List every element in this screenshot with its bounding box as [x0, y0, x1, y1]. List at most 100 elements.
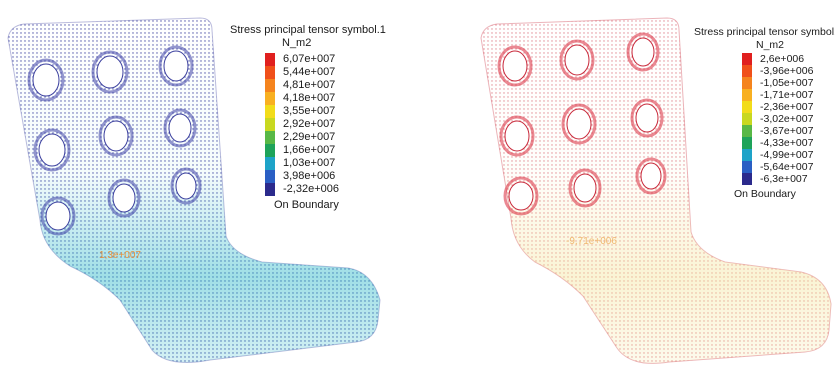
right-legend-entry: 2,6e+006	[742, 53, 835, 65]
left-legend-entry: 6,07e+007	[265, 53, 386, 66]
right-legend-label: -3,96e+006	[760, 64, 814, 77]
right-hole-stress-ring	[497, 45, 533, 87]
right-legend-label: -6,3e+007	[760, 172, 808, 185]
left-legend-swatch	[265, 53, 275, 66]
left-legend-label: -2,32e+006	[283, 183, 339, 196]
left-legend-label: 3,55e+007	[283, 105, 336, 118]
right-hole-stress-ring	[499, 115, 535, 157]
right-legend: Stress principal tensor symbol.1 N_m2 2,…	[694, 26, 835, 201]
left-legend-label: 5,44e+007	[283, 66, 336, 79]
right-legend-label: -1,71e+007	[760, 88, 814, 101]
left-hole-stress-ring	[163, 108, 197, 148]
left-mounting-hole	[103, 120, 129, 152]
left-mounting-hole	[38, 133, 66, 167]
left-hole-stress-ring	[27, 58, 65, 102]
left-legend-swatch	[265, 157, 275, 170]
left-legend-swatch	[265, 118, 275, 131]
right-legend-entry: -5,64e+007	[742, 161, 835, 173]
right-legend-swatch	[742, 125, 752, 137]
left-hole-stress-ring	[107, 178, 141, 218]
right-probe-label: -9,71e+006	[566, 236, 617, 247]
right-seat-mesh-render	[480, 17, 832, 364]
left-mounting-hole	[96, 55, 124, 89]
left-legend-label: 2,29e+007	[283, 131, 336, 144]
left-legend-label: 6,07e+007	[283, 53, 336, 66]
left-legend-label: 1,03e+007	[283, 157, 336, 170]
left-legend-label: 2,92e+007	[283, 118, 336, 131]
left-legend-entry: 1,66e+007	[265, 144, 386, 157]
right-legend-entry: -1,05e+007	[742, 77, 835, 89]
left-legend-entry: 4,18e+007	[265, 92, 386, 105]
left-mounting-hole	[168, 113, 192, 143]
right-mounting-hole	[502, 50, 528, 82]
left-legend-footer: On Boundary	[274, 199, 339, 211]
left-legend-entry: 5,44e+007	[265, 66, 386, 79]
right-legend-entry: -2,36e+007	[742, 101, 835, 113]
right-legend-swatch	[742, 65, 752, 77]
right-hole-stress-ring	[559, 39, 595, 81]
right-hole-stress-ring	[568, 168, 602, 208]
left-hole-stress-ring	[40, 196, 76, 236]
left-legend-swatch	[265, 131, 275, 144]
left-legend-scale: 6,07e+007 5,44e+007 4,81e+007 4,18e+007 3,55…	[230, 53, 386, 196]
left-hole-stress-ring	[33, 128, 71, 172]
left-mounting-hole	[175, 172, 197, 200]
left-seat-mesh-render	[7, 17, 381, 363]
right-legend-label: -3,67e+007	[760, 124, 814, 137]
right-legend-label: -1,05e+007	[760, 76, 814, 89]
left-hole-stress-ring	[158, 45, 194, 87]
right-legend-label: -3,02e+007	[760, 112, 814, 125]
right-legend-label: 2,6e+006	[760, 52, 805, 65]
right-legend-label: -4,33e+007	[760, 136, 814, 149]
left-legend-entry: 3,55e+007	[265, 105, 386, 118]
right-legend-swatch	[742, 161, 752, 173]
right-mounting-hole	[564, 44, 590, 76]
left-legend-label: 4,18e+007	[283, 92, 336, 105]
left-legend-entry: 4,81e+007	[265, 79, 386, 92]
left-legend-entry: 1,03e+007	[265, 157, 386, 170]
left-mounting-hole	[112, 183, 136, 213]
right-legend-swatch	[742, 53, 752, 65]
left-legend-swatch	[265, 92, 275, 105]
left-legend-swatch	[265, 170, 275, 183]
left-legend-swatch	[265, 66, 275, 79]
right-mounting-hole	[640, 162, 662, 190]
right-legend-entry: -3,96e+006	[742, 65, 835, 77]
left-probe-label: 1,3e+007	[99, 250, 141, 261]
right-legend-label: -4,99e+007	[760, 148, 814, 161]
left-legend-swatch	[265, 144, 275, 157]
left-hole-stress-ring	[91, 50, 129, 94]
right-hole-stress-ring	[561, 103, 597, 145]
left-legend-swatch	[265, 105, 275, 118]
right-legend-swatch	[742, 113, 752, 125]
left-legend: Stress principal tensor symbol.1 N_m2 6,…	[230, 24, 386, 212]
left-mounting-hole	[163, 50, 189, 82]
right-mounting-hole	[566, 108, 592, 140]
left-mounting-hole	[32, 63, 60, 97]
left-legend-swatch	[265, 79, 275, 92]
right-legend-swatch	[742, 77, 752, 89]
right-legend-scale: 2,6e+006 -3,96e+006 -1,05e+007 -1,71e+007 -2…	[694, 53, 835, 185]
right-legend-entry: -3,67e+007	[742, 125, 835, 137]
left-legend-unit: N_m2	[282, 36, 312, 49]
right-legend-entry: -1,71e+007	[742, 89, 835, 101]
right-legend-unit: N_m2	[756, 38, 785, 51]
right-legend-label: -2,36e+007	[760, 100, 814, 113]
right-legend-swatch	[742, 173, 752, 185]
right-legend-entry: -3,02e+007	[742, 113, 835, 125]
right-hole-stress-ring	[503, 176, 539, 216]
right-hole-stress-ring	[626, 32, 660, 72]
left-legend-entry: -2,32e+006	[265, 183, 386, 196]
right-legend-footer: On Boundary	[734, 188, 796, 200]
right-mounting-hole	[635, 103, 659, 133]
left-mounting-hole	[45, 201, 71, 231]
left-legend-label: 4,81e+007	[283, 79, 336, 92]
left-stress-plot: Stress principal tensor symbol.1 N_m2 6,…	[0, 0, 410, 373]
right-legend-entry: -4,33e+007	[742, 137, 835, 149]
right-hole-stress-ring	[630, 98, 664, 138]
right-hole-stress-ring	[635, 157, 667, 195]
right-legend-swatch	[742, 101, 752, 113]
right-legend-swatch	[742, 149, 752, 161]
right-legend-entry: -6,3e+007	[742, 173, 835, 185]
right-mounting-hole	[573, 173, 597, 203]
